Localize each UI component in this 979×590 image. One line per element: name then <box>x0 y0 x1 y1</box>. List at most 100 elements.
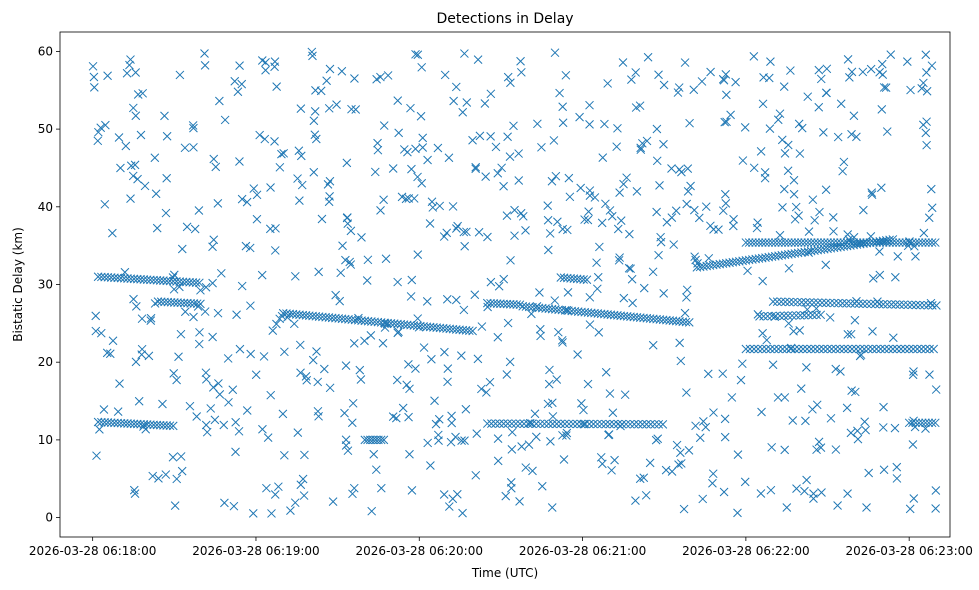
data-point <box>832 238 842 247</box>
data-point <box>867 188 877 197</box>
data-point <box>172 474 182 484</box>
data-point <box>931 486 941 495</box>
data-point <box>373 138 382 148</box>
data-point <box>161 208 171 218</box>
data-point <box>842 298 851 308</box>
data-point <box>798 344 808 354</box>
data-point <box>185 277 194 287</box>
data-point <box>718 74 728 84</box>
data-point <box>813 298 823 308</box>
data-point <box>876 183 886 193</box>
data-point <box>749 52 759 61</box>
data-point <box>483 302 492 312</box>
data-point <box>202 427 212 437</box>
data-point <box>536 331 545 341</box>
data-point <box>931 504 940 513</box>
data-point <box>196 285 205 295</box>
data-point <box>299 491 309 500</box>
data-point <box>709 408 718 417</box>
data-point <box>853 426 862 436</box>
data-point <box>809 494 818 504</box>
data-point <box>270 137 279 146</box>
data-point <box>921 424 930 433</box>
data-point <box>682 199 692 209</box>
data-point <box>843 330 853 339</box>
data-point <box>208 332 217 342</box>
data-point <box>674 460 683 469</box>
data-point <box>451 432 460 442</box>
data-point <box>89 83 99 92</box>
data-point <box>846 428 856 438</box>
data-point <box>614 255 624 265</box>
data-point <box>515 300 525 310</box>
data-point <box>402 380 412 390</box>
data-point <box>179 298 189 308</box>
data-point <box>814 102 824 112</box>
data-point <box>767 238 777 247</box>
data-point <box>847 344 857 354</box>
data-point <box>249 184 259 193</box>
data-point <box>93 417 103 427</box>
data-point <box>905 504 915 514</box>
data-point <box>919 300 929 310</box>
data-point <box>592 284 602 294</box>
data-point <box>616 216 626 225</box>
data-point <box>757 238 767 247</box>
data-point <box>908 440 918 449</box>
data-point <box>453 221 462 231</box>
data-point <box>607 465 616 475</box>
data-point <box>120 267 130 277</box>
data-point <box>116 163 125 173</box>
data-point <box>789 189 799 199</box>
data-point <box>185 401 195 411</box>
data-point <box>627 274 637 284</box>
data-point <box>652 156 662 166</box>
data-point <box>579 419 589 429</box>
data-point <box>255 130 265 140</box>
data-point <box>188 278 198 287</box>
data-point <box>152 420 162 430</box>
data-point <box>126 55 135 64</box>
data-point <box>411 49 420 59</box>
data-point <box>131 357 141 367</box>
data-point <box>349 339 359 348</box>
plot-area-frame <box>59 31 951 538</box>
data-point <box>119 418 129 428</box>
data-point <box>778 203 787 212</box>
data-point <box>704 253 714 263</box>
data-point <box>887 300 896 309</box>
data-point <box>800 310 809 320</box>
data-point <box>183 298 192 308</box>
data-point <box>615 253 624 262</box>
data-point <box>162 276 172 286</box>
data-point <box>235 61 244 70</box>
data-point <box>482 298 492 308</box>
data-point <box>758 328 767 338</box>
data-point <box>310 107 320 116</box>
data-point <box>845 72 854 82</box>
data-point <box>849 111 859 121</box>
data-point <box>613 123 622 133</box>
data-point <box>558 430 567 440</box>
data-point <box>903 241 913 251</box>
data-point <box>926 184 936 194</box>
data-point <box>406 292 416 301</box>
data-point <box>728 221 738 231</box>
data-point <box>201 374 211 384</box>
data-point <box>195 327 204 337</box>
data-point <box>414 322 424 332</box>
data-point <box>349 483 359 493</box>
data-point <box>449 96 458 106</box>
data-point <box>770 238 780 247</box>
data-point <box>130 489 140 499</box>
data-point <box>914 238 924 247</box>
data-point <box>827 344 836 354</box>
data-point <box>372 74 381 84</box>
data-point <box>347 418 357 428</box>
data-point <box>758 276 768 286</box>
data-point <box>460 241 470 251</box>
data-point <box>418 133 428 143</box>
data-point <box>168 273 178 282</box>
data-point <box>810 215 820 225</box>
